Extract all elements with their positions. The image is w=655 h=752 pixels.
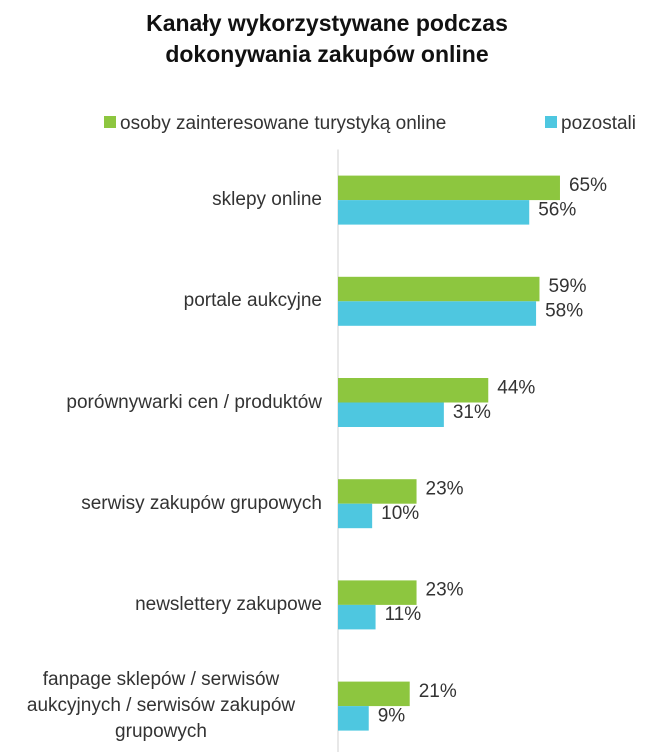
value-label: 9% [378,705,406,726]
bar [338,503,373,529]
category-label: serwisy zakupów grupowych [81,492,322,514]
value-label: 59% [548,276,586,297]
bar [338,301,537,326]
value-label: 44% [497,377,535,398]
bar [338,479,417,504]
legend-label: osoby zainteresowane turystyką online [120,113,447,134]
category-label-box: fanpage sklepów / serwisów aukcyjnych / … [0,646,322,752]
category-label: fanpage sklepów / serwisów aukcyjnych / … [26,669,296,743]
bar [338,378,489,403]
category-label-box: porównywarki cen / produktów [0,343,322,463]
bar [338,580,417,605]
chart-title: Kanały wykorzystywane podczas dokonywani… [146,10,508,67]
legend-swatch [104,116,116,128]
value-label: 21% [419,681,457,702]
bar [338,175,560,201]
legend-item: pozostali [545,113,636,135]
bar [338,706,369,731]
category-label-box: sklepy online [0,140,322,260]
legend-item: osoby zainteresowane turystyką online [104,113,446,135]
category-label-box: portale aukcyjne [0,241,322,361]
category-label: portale aukcyjne [183,290,322,312]
value-label: 56% [538,199,576,220]
legend-swatch [545,116,557,128]
category-label: newslettery zakupowe [135,593,322,615]
bar [338,200,530,225]
bar [338,402,444,427]
legend-label: pozostali [561,113,636,134]
value-label: 11% [385,604,422,625]
category-label-box: newslettery zakupowe [0,545,322,665]
category-label: sklepy online [212,189,322,211]
bar [338,276,540,302]
bar [338,604,376,630]
value-label: 31% [453,402,491,423]
value-label: 10% [381,503,419,524]
value-label: 58% [545,301,583,322]
value-label: 23% [426,478,464,499]
bar [338,681,410,707]
value-label: 23% [426,580,464,601]
category-label: porównywarki cen / produktów [66,391,322,413]
value-label: 65% [569,175,607,196]
category-label-box: serwisy zakupów grupowych [0,444,322,564]
